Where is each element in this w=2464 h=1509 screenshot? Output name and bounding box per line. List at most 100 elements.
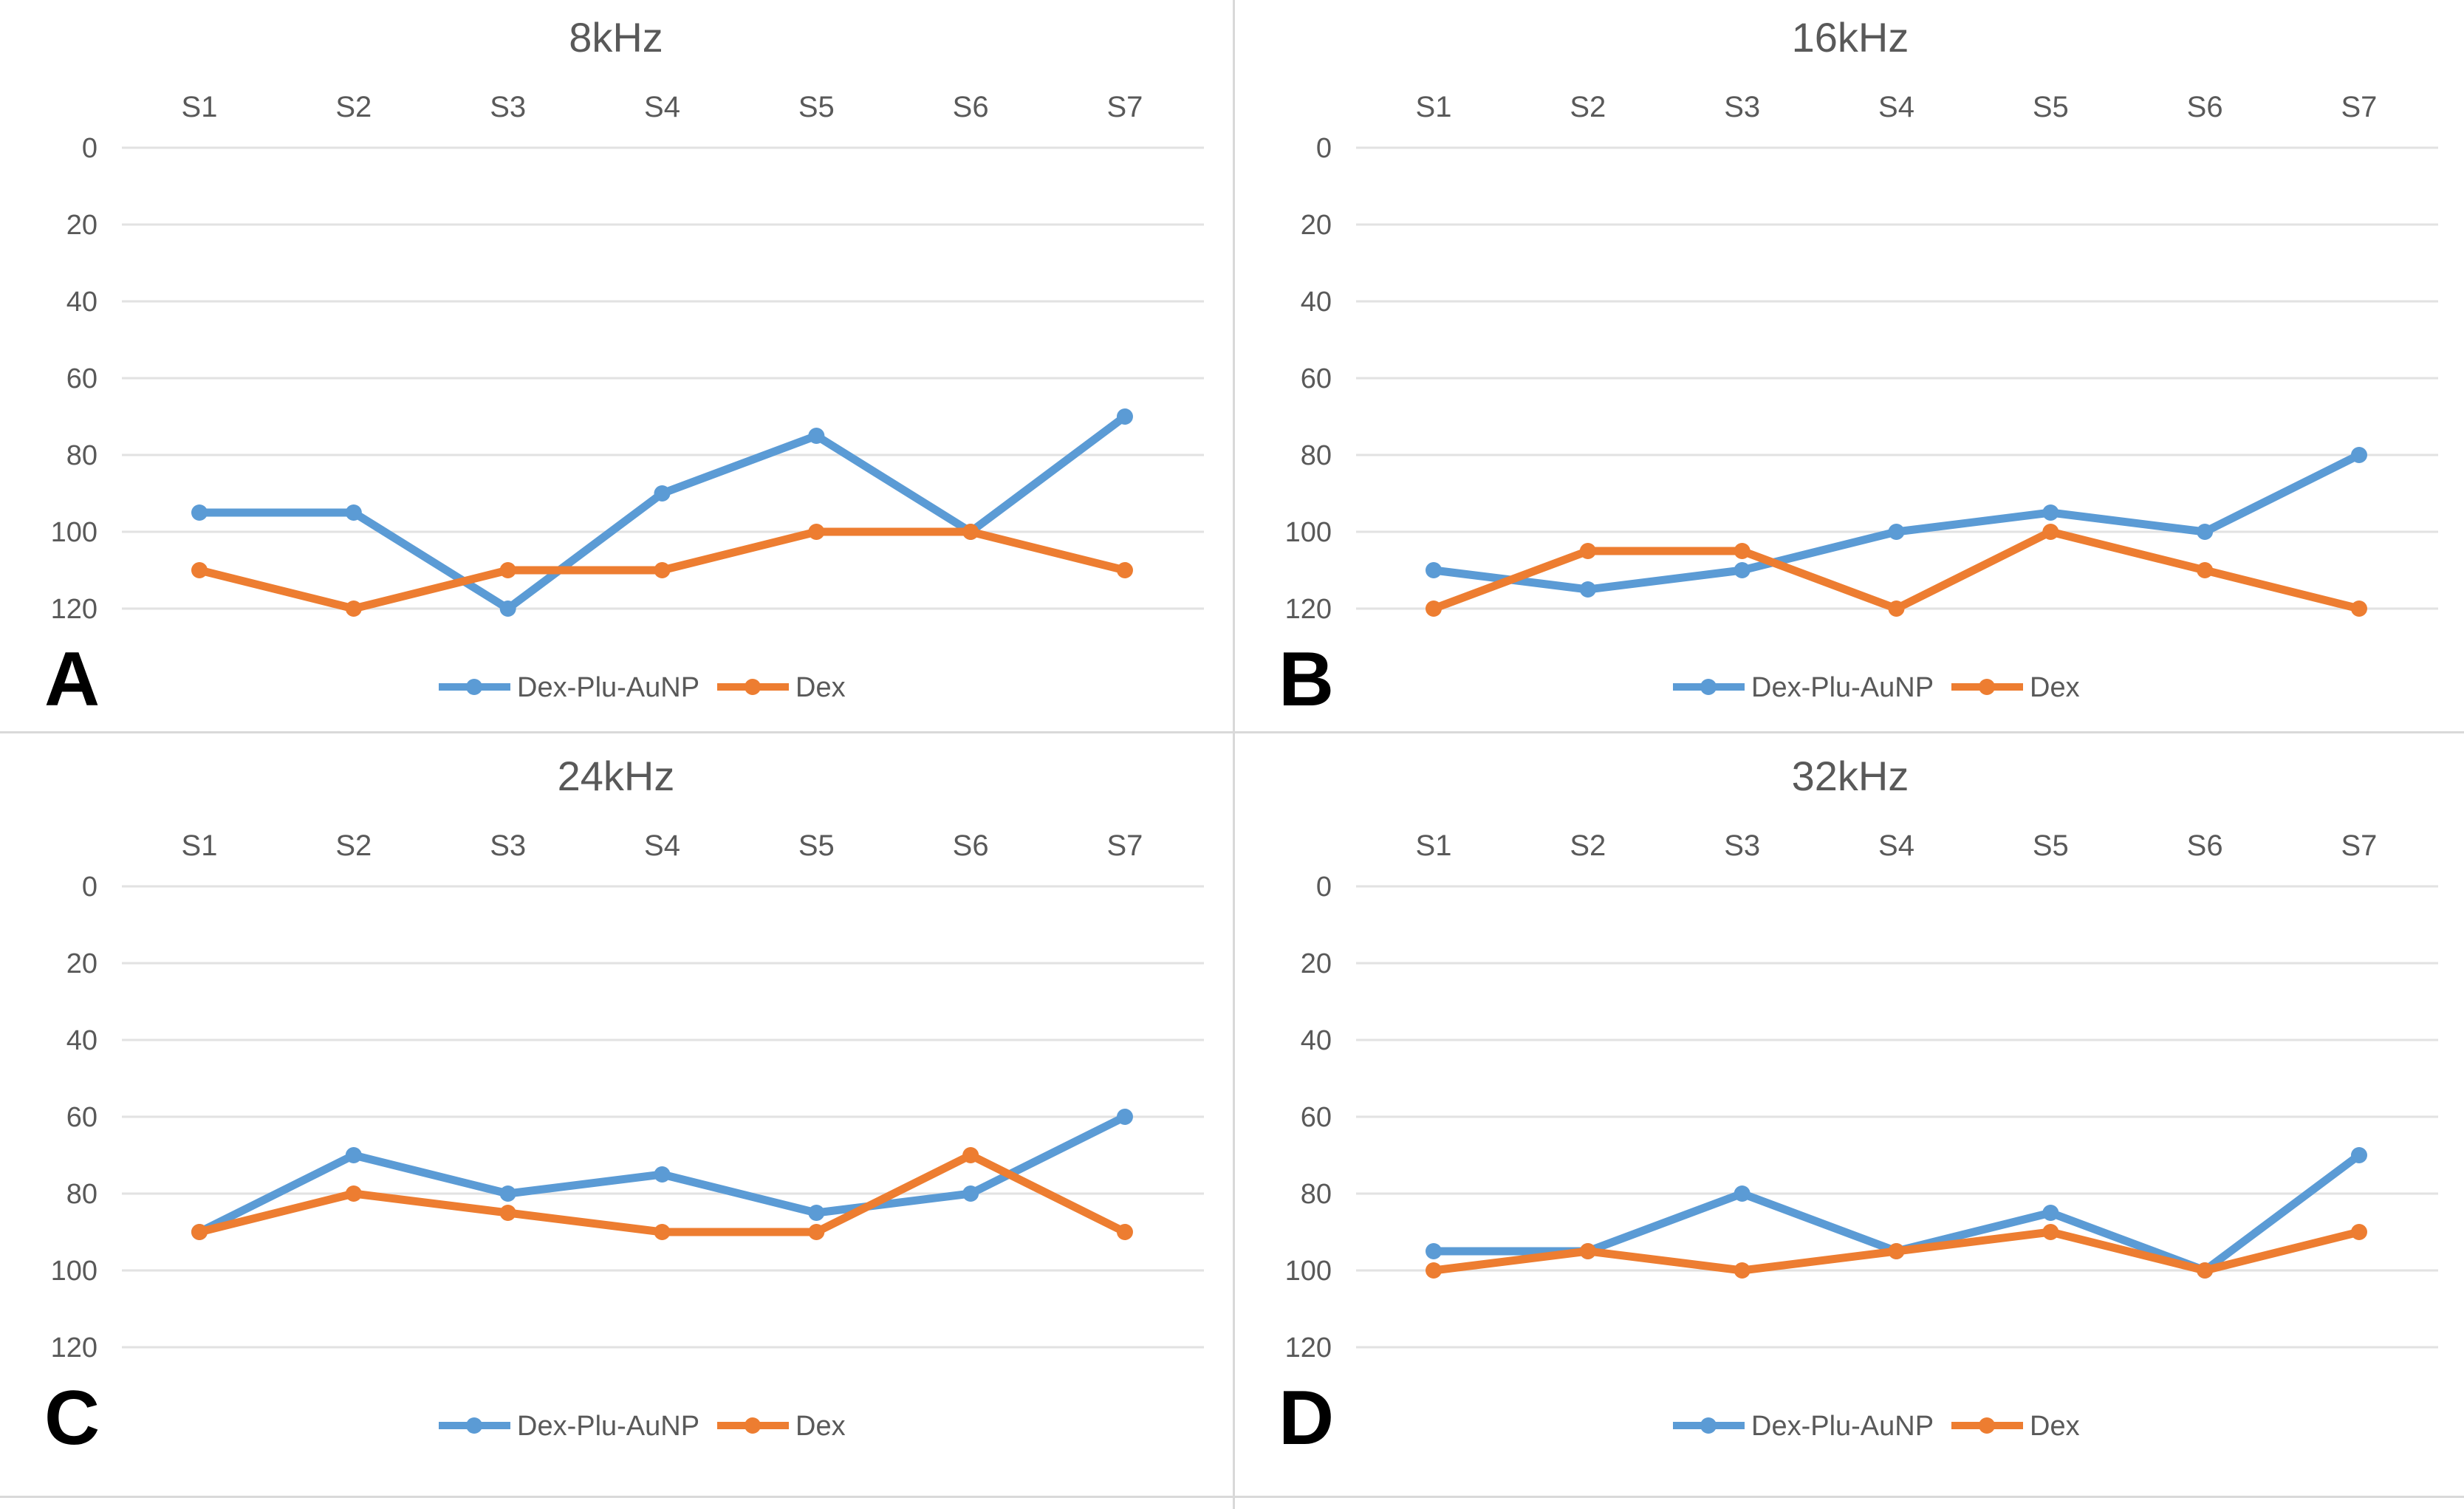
legend-item-dex: Dex <box>717 672 846 703</box>
series-dex <box>191 524 1133 617</box>
y-tick-label: 40 <box>1301 1025 1332 1056</box>
legend-marker-dot <box>1700 679 1717 695</box>
y-tick-label: 20 <box>1301 948 1332 979</box>
legend-label: Dex <box>795 672 846 703</box>
y-tick-label: 20 <box>1301 210 1332 241</box>
data-point-marker <box>1426 562 1442 578</box>
panel-c-24khz: 24kHz 0 20 40 60 80 100 120 S1 S2 S3 S4 S5 S6 S7 Dex-P… <box>0 739 1232 1470</box>
y-tick-label: 100 <box>51 517 97 548</box>
data-point-marker <box>808 1224 825 1240</box>
x-category-label: S1 <box>182 829 218 862</box>
data-point-marker <box>2197 562 2214 578</box>
legend-marker-dot <box>1979 679 1995 695</box>
data-point-marker <box>1116 562 1133 578</box>
panel-letter-d: D <box>1279 1375 1334 1461</box>
legend-marker-dot <box>1979 1417 1995 1434</box>
x-category-label: S3 <box>490 829 526 862</box>
data-point-marker <box>1426 600 1442 617</box>
data-point-marker <box>2350 600 2367 617</box>
y-tick-label: 120 <box>1285 1332 1332 1363</box>
y-tick-label: 120 <box>51 594 97 625</box>
y-tick-label: 100 <box>1285 1256 1332 1287</box>
legend-label: Dex-Plu-AuNP <box>517 1411 699 1442</box>
y-tick-label: 40 <box>66 1025 97 1056</box>
legend-label: Dex-Plu-AuNP <box>1751 1411 1934 1442</box>
x-category-label: S7 <box>2341 829 2378 862</box>
gridlines <box>122 885 1204 1349</box>
x-category-label: S7 <box>1107 829 1143 862</box>
data-point-marker <box>345 1147 362 1163</box>
data-point-marker <box>1734 1185 1751 1202</box>
panel-divider-horizontal <box>0 731 2464 733</box>
data-point-marker <box>2197 1262 2214 1279</box>
panel-d-32khz: 32kHz 0 20 40 60 80 100 120 S1 S2 S3 S4 S5 S6 S7 Dex-P… <box>1234 739 2464 1470</box>
data-point-marker <box>191 1224 208 1240</box>
legend: Dex-Plu-AuNP Dex <box>439 672 846 703</box>
x-category-label: S1 <box>1416 829 1452 862</box>
x-category-label: S2 <box>335 829 372 862</box>
x-category-label: S1 <box>182 91 218 123</box>
chart-title-16khz: 16kHz <box>1791 14 1909 61</box>
legend: Dex-Plu-AuNP Dex <box>1673 1411 2080 1442</box>
data-point-marker <box>1116 1109 1133 1125</box>
data-point-marker <box>2350 447 2367 463</box>
data-point-marker <box>1116 408 1133 425</box>
figure-bottom-border <box>0 1496 2464 1498</box>
x-category-label: S5 <box>2033 91 2069 123</box>
data-point-marker <box>191 562 208 578</box>
data-point-marker <box>808 1205 825 1221</box>
legend-item-dex: Dex <box>717 1411 846 1442</box>
x-category-label: S4 <box>1878 829 1914 862</box>
data-point-marker <box>962 1185 979 1202</box>
panel-divider-vertical <box>1233 0 1235 1509</box>
data-point-marker <box>654 1166 671 1183</box>
legend-item-dex-plu-aunp: Dex-Plu-AuNP <box>439 672 699 703</box>
y-tick-label: 120 <box>1285 594 1332 625</box>
data-point-marker <box>1734 1262 1751 1279</box>
panel-letter-a: A <box>44 637 100 722</box>
data-point-marker <box>1734 562 1751 578</box>
y-axis-tick-labels: 0 20 40 60 80 100 120 <box>1285 133 1332 625</box>
x-category-label: S4 <box>644 829 680 862</box>
data-point-marker <box>1888 600 1905 617</box>
data-point-marker <box>499 562 516 578</box>
data-point-marker <box>499 1205 516 1221</box>
data-point-marker <box>1579 543 1596 559</box>
legend-label: Dex <box>2030 1411 2080 1442</box>
legend: Dex-Plu-AuNP Dex <box>439 1411 846 1442</box>
x-category-label: S7 <box>2341 91 2378 123</box>
legend-marker-dot <box>745 679 761 695</box>
y-tick-label: 0 <box>82 133 97 164</box>
data-point-marker <box>1888 524 1905 540</box>
y-axis-tick-labels: 0 20 40 60 80 100 120 <box>51 872 97 1363</box>
legend: Dex-Plu-AuNP Dex <box>1673 672 2080 703</box>
x-axis-category-labels: S1 S2 S3 S4 S5 S6 S7 <box>182 91 1143 123</box>
series-dex <box>1426 1224 2367 1279</box>
y-tick-label: 20 <box>66 948 97 979</box>
x-axis-category-labels: S1 S2 S3 S4 S5 S6 S7 <box>1416 91 2378 123</box>
data-point-marker <box>2042 1224 2059 1240</box>
y-tick-label: 60 <box>66 1102 97 1133</box>
x-category-label: S3 <box>1724 829 1760 862</box>
x-axis-category-labels: S1 S2 S3 S4 S5 S6 S7 <box>1416 829 2378 862</box>
data-point-marker <box>1116 1224 1133 1240</box>
x-category-label: S6 <box>2187 829 2223 862</box>
data-point-marker <box>808 524 825 540</box>
data-point-marker <box>191 504 208 521</box>
series-line <box>1429 527 2364 613</box>
legend-item-dex-plu-aunp: Dex-Plu-AuNP <box>439 1411 699 1442</box>
gridlines <box>122 146 1204 610</box>
y-tick-label: 40 <box>1301 287 1332 318</box>
data-point-marker <box>2042 1205 2059 1221</box>
legend-marker-dot <box>745 1417 761 1434</box>
x-category-label: S5 <box>2033 829 2069 862</box>
data-point-marker <box>499 1185 516 1202</box>
y-tick-label: 60 <box>1301 363 1332 394</box>
gridlines <box>1356 885 2438 1349</box>
y-tick-label: 60 <box>1301 1102 1332 1133</box>
panel-b-16khz: 16kHz 0 20 40 60 80 100 120 S1 S2 S3 S4 S5 S6 S7 Dex-P… <box>1234 0 2464 731</box>
legend-label: Dex <box>795 1411 846 1442</box>
data-point-marker <box>2350 1224 2367 1240</box>
x-category-label: S2 <box>335 91 372 123</box>
